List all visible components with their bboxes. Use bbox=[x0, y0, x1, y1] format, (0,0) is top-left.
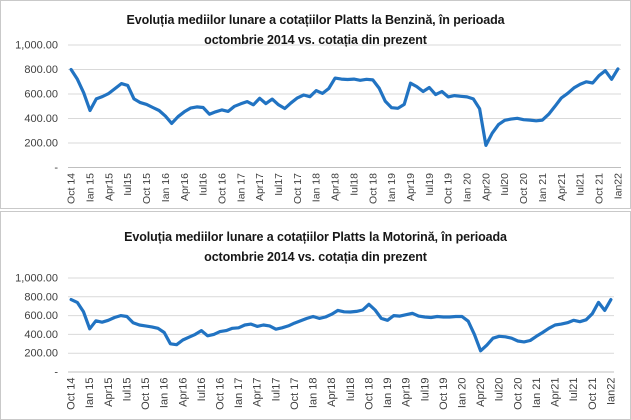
y-tick-label: 800.00 bbox=[24, 291, 58, 303]
x-tick-label: Apr20 bbox=[475, 378, 487, 407]
x-tick-label: Ian 21 bbox=[531, 378, 543, 409]
x-tick-label: Apr17 bbox=[252, 378, 264, 407]
x-tick-label: Oct 20 bbox=[518, 173, 530, 204]
y-tick-label: - bbox=[54, 367, 58, 379]
y-tick-label: 200.00 bbox=[24, 348, 58, 360]
x-tick-label: Ian 18 bbox=[311, 173, 323, 202]
x-tick-label: Oct 18 bbox=[367, 173, 379, 204]
x-tick-label: Oct 16 bbox=[215, 378, 227, 410]
motorina-line-chart: 1,000.00 800.00 600.00 400.00 200.00 -Oct 14 I… bbox=[15, 273, 617, 410]
x-tick-label: Apr16 bbox=[179, 173, 191, 201]
x-tick-label: Ian 20 bbox=[456, 378, 468, 409]
x-tick-label: Ian 19 bbox=[386, 173, 398, 202]
x-tick-label: Apr18 bbox=[326, 378, 338, 407]
y-tick-label: 600.00 bbox=[24, 89, 58, 101]
x-tick-label: Iul15 bbox=[121, 378, 133, 402]
x-tick-label: Oct 17 bbox=[292, 173, 304, 204]
x-tick-label: Iul21 bbox=[575, 173, 587, 196]
x-tick-label: Iul21 bbox=[568, 378, 580, 402]
x-tick-label: Ian 17 bbox=[235, 173, 247, 202]
x-tick-label: Apr17 bbox=[254, 173, 266, 201]
y-tick-label: 1,000.00 bbox=[15, 40, 58, 52]
x-tick-label: Apr19 bbox=[405, 173, 417, 201]
x-tick-label: Oct 21 bbox=[587, 378, 599, 410]
x-tick-label: Apr20 bbox=[480, 173, 492, 201]
x-tick-label: Oct 15 bbox=[141, 173, 153, 204]
x-tick-label: Ian22 bbox=[605, 378, 617, 406]
x-tick-label: Apr16 bbox=[177, 378, 189, 407]
x-tick-label: Apr18 bbox=[330, 173, 342, 201]
x-tick-label: Apr21 bbox=[556, 173, 568, 201]
x-tick-label: Iul15 bbox=[122, 173, 134, 196]
y-tick-label: - bbox=[54, 162, 58, 174]
y-tick-label: 1,000.00 bbox=[15, 273, 58, 285]
x-tick-label: Ian 17 bbox=[233, 378, 245, 409]
x-tick-label: Ian 16 bbox=[159, 378, 171, 409]
y-tick-label: 400.00 bbox=[24, 329, 58, 341]
x-tick-label: Apr19 bbox=[401, 378, 413, 407]
x-tick-label: Iul20 bbox=[494, 378, 506, 402]
benzina-title-line2: octombrie 2014 vs. cotația din prezent bbox=[204, 33, 427, 47]
x-tick-label: Oct 21 bbox=[594, 173, 606, 204]
y-tick-label: 400.00 bbox=[24, 113, 58, 125]
x-tick-label: Oct 19 bbox=[443, 173, 455, 204]
benzina-title-line1: Evoluția mediilor lunare a cotațiilor Pl… bbox=[126, 13, 505, 27]
x-tick-label: Oct 15 bbox=[140, 378, 152, 410]
x-tick-label: Oct 18 bbox=[363, 378, 375, 410]
x-tick-label: Iul19 bbox=[419, 378, 431, 402]
benzina-chart-panel bbox=[0, 0, 631, 209]
x-tick-label: Oct 19 bbox=[438, 378, 450, 410]
benzina-series-line bbox=[69, 67, 620, 147]
x-tick-label: Ian 15 bbox=[84, 173, 96, 202]
x-tick-label: Iul17 bbox=[273, 173, 285, 196]
x-tick-label: Ian 20 bbox=[462, 173, 474, 202]
x-tick-label: Apr15 bbox=[103, 173, 115, 201]
y-tick-label: 800.00 bbox=[24, 64, 58, 76]
x-tick-label: Iul20 bbox=[499, 173, 511, 196]
x-tick-label: Oct 20 bbox=[512, 378, 524, 410]
x-tick-label: Ian 21 bbox=[537, 173, 549, 202]
x-tick-label: Iul16 bbox=[196, 378, 208, 402]
motorina-title-line1: Evoluția mediilor lunare a cotațiilor Pl… bbox=[124, 230, 507, 244]
motorina-chart-title: Evoluția mediilor lunare a cotațiilor Pl… bbox=[40, 227, 591, 267]
motorina-title-line2: octombrie 2014 vs. cotația din prezent bbox=[204, 250, 427, 264]
x-tick-label: Ian 16 bbox=[160, 173, 172, 202]
x-tick-label: Ian22 bbox=[612, 173, 624, 199]
x-tick-label: Oct 17 bbox=[289, 378, 301, 410]
x-tick-label: Apr15 bbox=[103, 378, 115, 407]
x-tick-label: Iul19 bbox=[424, 173, 436, 196]
y-tick-label: 600.00 bbox=[24, 310, 58, 322]
motorina-series-line bbox=[69, 297, 613, 353]
benzina-chart-title: Evoluția mediilor lunare a cotațiilor Pl… bbox=[40, 10, 591, 50]
benzina-line-chart: 1,000.00 800.00 600.00 400.00 200.00 -Oct 14 I… bbox=[15, 40, 624, 204]
x-tick-label: Oct 14 bbox=[66, 378, 78, 410]
x-tick-label: Iul18 bbox=[345, 378, 357, 402]
y-tick-label: 200.00 bbox=[24, 138, 58, 150]
x-tick-label: Iul18 bbox=[348, 173, 360, 196]
x-tick-label: Ian 15 bbox=[84, 378, 96, 409]
x-tick-label: Ian 18 bbox=[308, 378, 320, 409]
x-tick-label: Ian 19 bbox=[382, 378, 394, 409]
x-tick-label: Apr21 bbox=[550, 378, 562, 407]
x-tick-label: Iul17 bbox=[270, 378, 282, 402]
x-tick-label: Oct 14 bbox=[66, 173, 78, 204]
x-tick-label: Oct 16 bbox=[216, 173, 228, 204]
x-tick-label: Iul16 bbox=[198, 173, 210, 196]
